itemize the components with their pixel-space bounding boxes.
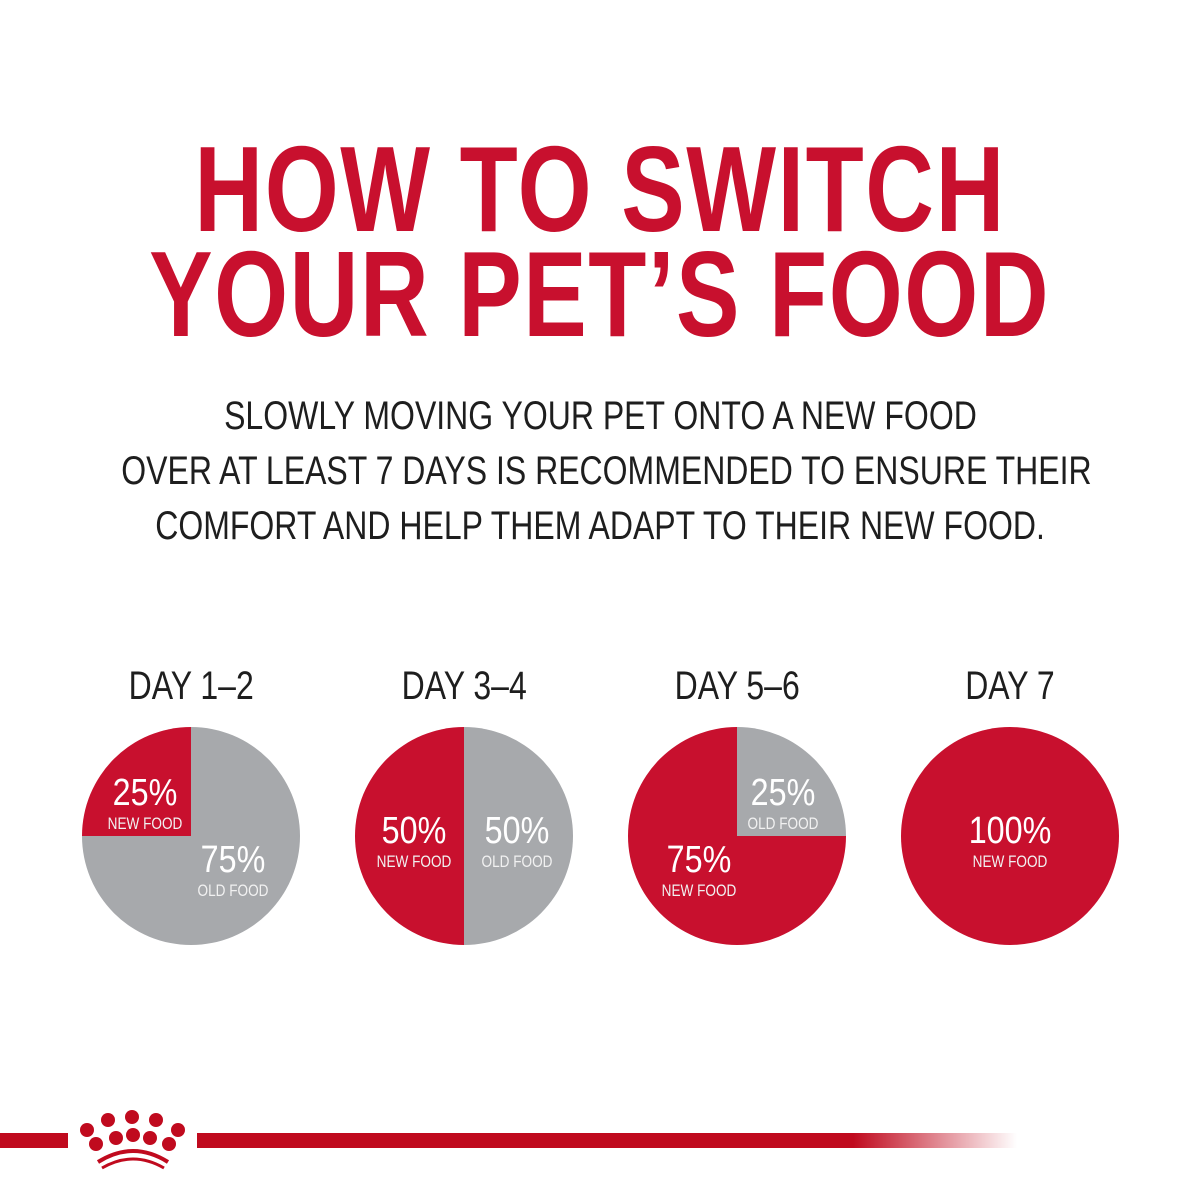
slice-percent-label: 25%	[751, 772, 816, 814]
title-line-1: HOW TO SWITCH	[194, 121, 1006, 257]
slice-name-label: NEW FOOD	[973, 853, 1048, 872]
footer-line-right	[197, 1133, 1017, 1148]
slice-percent-label: 50%	[382, 810, 447, 852]
day-label-4: DAY 7	[965, 664, 1055, 708]
slice-name-label: NEW FOOD	[662, 882, 737, 901]
day-label-1: DAY 1–2	[128, 664, 254, 708]
subtitle-line-2: OVER AT LEAST 7 DAYS IS RECOMMENDED TO E…	[121, 449, 1092, 493]
pie-slice-old-food	[737, 727, 846, 836]
pie-slice-old-food	[464, 727, 573, 945]
day-label-2: DAY 3–4	[401, 664, 527, 708]
slice-name-label: OLD FOOD	[482, 853, 553, 872]
subtitle-line-3: COMFORT AND HELP THEM ADAPT TO THEIR NEW…	[155, 504, 1045, 548]
slice-percent-label: 25%	[113, 772, 178, 814]
title-line-2: YOUR PET’S FOOD	[149, 226, 1051, 362]
slice-name-label: NEW FOOD	[377, 853, 452, 872]
slice-name-label: NEW FOOD	[108, 815, 183, 834]
slice-name-label: OLD FOOD	[748, 815, 819, 834]
pie-slice-new-food	[628, 727, 846, 945]
subtitle-line-1: SLOWLY MOVING YOUR PET ONTO A NEW FOOD	[223, 394, 977, 438]
day-label-3: DAY 5–6	[674, 664, 800, 708]
slice-percent-label: 50%	[485, 810, 550, 852]
slice-percent-label: 75%	[667, 839, 732, 881]
crown-icon	[80, 1110, 185, 1170]
slice-percent-label: 75%	[201, 839, 266, 881]
pie-slice-new-food	[355, 727, 464, 945]
pie-slice-new-food	[901, 727, 1119, 945]
footer-line-left	[0, 1133, 68, 1148]
slice-percent-label: 100%	[969, 810, 1052, 852]
slice-name-label: OLD FOOD	[198, 882, 269, 901]
pie-slice-new-food	[82, 727, 191, 836]
